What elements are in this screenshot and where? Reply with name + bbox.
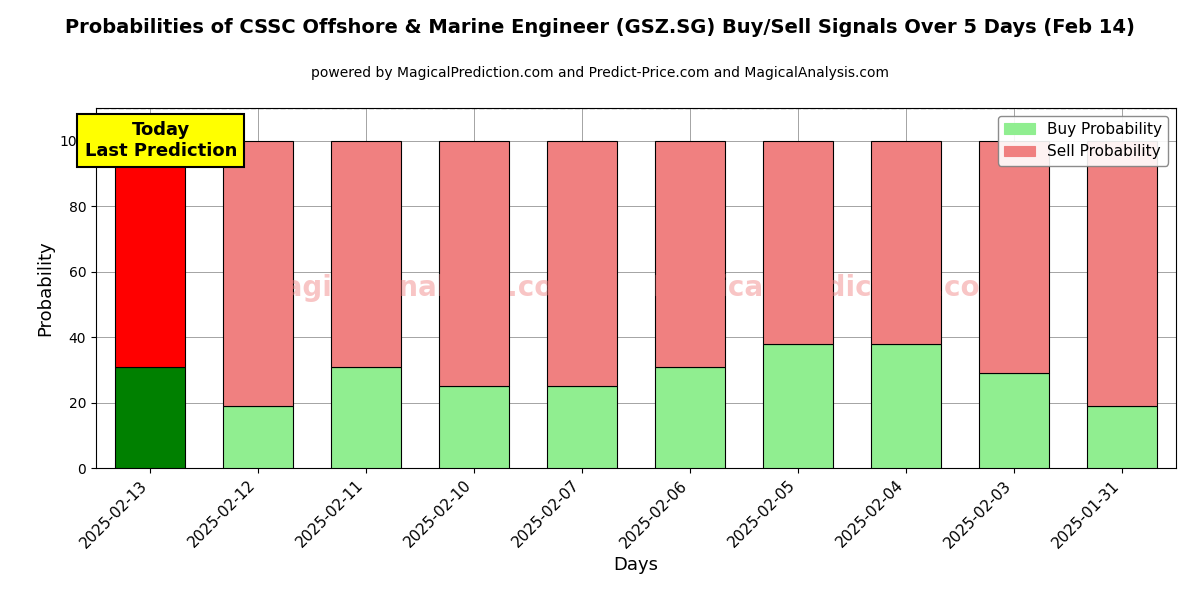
Bar bbox=[439, 141, 509, 386]
Bar bbox=[871, 344, 941, 468]
Bar bbox=[331, 141, 401, 367]
Text: MagicalPrediction.com: MagicalPrediction.com bbox=[652, 274, 1009, 302]
Text: Probabilities of CSSC Offshore & Marine Engineer (GSZ.SG) Buy/Sell Signals Over : Probabilities of CSSC Offshore & Marine … bbox=[65, 18, 1135, 37]
Bar bbox=[979, 373, 1049, 468]
Bar bbox=[763, 344, 833, 468]
Bar bbox=[115, 367, 185, 468]
Text: MagicalAnalysis.com: MagicalAnalysis.com bbox=[257, 274, 583, 302]
Bar bbox=[547, 141, 617, 386]
Bar bbox=[655, 367, 725, 468]
Bar bbox=[979, 141, 1049, 373]
Text: Today
Last Prediction: Today Last Prediction bbox=[85, 121, 236, 160]
Bar bbox=[115, 141, 185, 367]
Bar bbox=[223, 141, 293, 406]
Y-axis label: Probability: Probability bbox=[36, 240, 54, 336]
Text: powered by MagicalPrediction.com and Predict-Price.com and MagicalAnalysis.com: powered by MagicalPrediction.com and Pre… bbox=[311, 66, 889, 80]
Bar bbox=[547, 386, 617, 468]
Bar bbox=[763, 141, 833, 344]
Bar bbox=[223, 406, 293, 468]
Legend: Buy Probability, Sell Probability: Buy Probability, Sell Probability bbox=[998, 116, 1169, 166]
Bar bbox=[655, 141, 725, 367]
Bar bbox=[1087, 141, 1157, 406]
Bar bbox=[871, 141, 941, 344]
Bar bbox=[1087, 406, 1157, 468]
X-axis label: Days: Days bbox=[613, 556, 659, 574]
Bar bbox=[331, 367, 401, 468]
Bar bbox=[439, 386, 509, 468]
